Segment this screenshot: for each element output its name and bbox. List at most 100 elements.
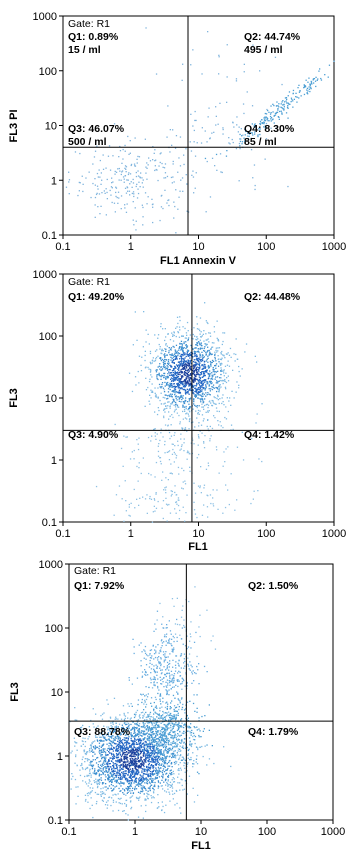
event-point (207, 516, 209, 518)
event-point (146, 766, 148, 769)
event-point (99, 760, 102, 762)
event-point (137, 370, 139, 373)
event-point (222, 401, 224, 403)
event-point (220, 379, 222, 382)
event-point (151, 781, 153, 783)
event-point (174, 387, 177, 389)
event-point (167, 405, 169, 407)
event-point (224, 378, 226, 381)
quadrant-label-q3: Q3: 46.07% (68, 123, 125, 135)
event-point (217, 338, 219, 341)
event-point (201, 386, 203, 388)
event-point (201, 390, 203, 393)
event-point (168, 347, 170, 349)
event-point (184, 723, 186, 725)
event-point (252, 134, 254, 136)
event-point (142, 206, 144, 209)
event-point (136, 749, 138, 751)
event-point (197, 393, 199, 395)
event-point (146, 203, 148, 205)
event-point (222, 370, 225, 372)
event-point (306, 87, 309, 89)
event-point (220, 370, 222, 372)
event-point (136, 439, 138, 441)
event-point (198, 342, 200, 344)
event-point (220, 364, 222, 366)
event-point (130, 770, 132, 772)
event-point (187, 753, 190, 755)
event-point (168, 459, 171, 461)
event-point (184, 417, 187, 419)
event-point (223, 380, 225, 382)
event-point (170, 724, 172, 727)
event-point (180, 381, 182, 384)
event-point (162, 757, 164, 760)
event-point (142, 746, 144, 748)
event-point (173, 792, 176, 795)
event-point (148, 769, 150, 772)
event-point (174, 352, 176, 354)
event-point (206, 425, 208, 428)
event-point (253, 164, 256, 166)
event-point (252, 44, 254, 46)
event-point (173, 731, 176, 733)
event-point (141, 770, 143, 772)
event-point (155, 732, 158, 734)
event-point (106, 807, 108, 809)
event-point (202, 371, 204, 373)
event-point (209, 335, 212, 337)
event-point (211, 376, 213, 378)
event-point (154, 750, 156, 752)
event-point (162, 765, 164, 767)
event-point (118, 774, 120, 776)
event-point (148, 781, 151, 783)
event-point (143, 724, 145, 726)
event-point (172, 770, 174, 773)
event-point (99, 176, 101, 178)
event-point (127, 135, 129, 138)
event-point (144, 760, 146, 762)
event-point (119, 145, 121, 148)
event-point (155, 493, 157, 495)
event-point (163, 738, 165, 740)
event-point (172, 129, 174, 131)
event-point (170, 707, 172, 709)
event-point (87, 751, 89, 753)
event-point (89, 780, 91, 782)
event-point (209, 360, 212, 363)
event-point (143, 709, 145, 711)
event-point (113, 514, 115, 516)
event-point (101, 793, 103, 795)
event-point (116, 749, 118, 751)
event-point (156, 716, 158, 718)
event-point (189, 406, 191, 408)
event-point (153, 792, 155, 794)
event-point (120, 757, 122, 759)
event-point (222, 340, 224, 343)
event-point (161, 348, 163, 350)
event-point (224, 386, 227, 388)
event-point (166, 692, 168, 694)
event-point (140, 805, 142, 807)
event-point (149, 721, 152, 723)
event-point (179, 388, 182, 390)
event-point (126, 734, 128, 736)
event-point (192, 49, 194, 51)
event-point (211, 346, 213, 348)
event-point (74, 762, 76, 764)
event-point (159, 751, 161, 753)
event-point (175, 364, 178, 366)
event-point (165, 348, 167, 350)
event-point (318, 70, 320, 72)
event-point (121, 728, 124, 730)
event-point (160, 432, 162, 434)
event-point (214, 378, 216, 380)
event-point (143, 770, 145, 772)
event-point (177, 391, 179, 393)
event-point (146, 719, 148, 721)
event-point (119, 745, 121, 747)
event-point (204, 745, 206, 747)
event-point (165, 719, 167, 721)
event-point (172, 448, 174, 451)
event-point (101, 192, 103, 194)
